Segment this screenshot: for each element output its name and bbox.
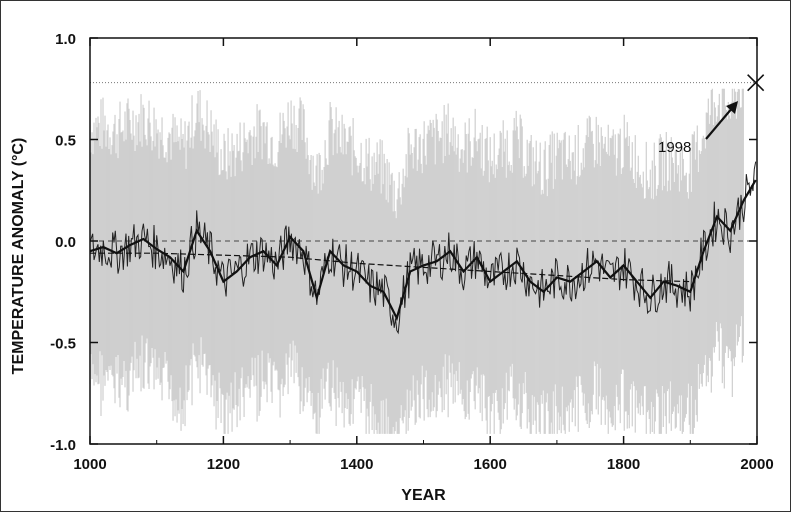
y-tick-label: 0.0 [55,234,76,251]
annotation-arrow [705,106,734,140]
y-tick-label: 1.0 [55,31,76,48]
x-tick-label: 2000 [740,456,773,473]
annual-reconstruction-line [89,161,757,335]
x-tick-label: 1000 [73,456,106,473]
y-tick-label: 0.5 [55,133,76,150]
x-marker-icon [747,74,765,92]
y-tick-label: -1.0 [50,437,76,454]
annotation-arrowhead [726,101,738,114]
x-tick-label: 1600 [474,456,507,473]
x-axis-label: YEAR [401,487,446,504]
smoothed-series-line [89,179,757,322]
series-lines [89,161,757,335]
axis-ticks [89,37,758,445]
annotation-label: 1998 [658,139,691,156]
y-tick-labels: 1.0 0.5 0.0 -0.5 -1.0 [50,31,76,454]
linear-trend-line [90,252,691,283]
x-tick-labels: 1000 1200 1400 1600 1800 2000 [73,456,773,473]
x-tick-label: 1200 [207,456,240,473]
x-tick-label: 1400 [340,456,373,473]
y-axis-label: TEMPERATURE ANOMALY (°C) [10,138,27,375]
annotation-1998: 1998 [658,74,765,156]
y-tick-label: -0.5 [50,336,76,353]
x-tick-label: 1800 [607,456,640,473]
x-marker-stroke [747,74,765,92]
